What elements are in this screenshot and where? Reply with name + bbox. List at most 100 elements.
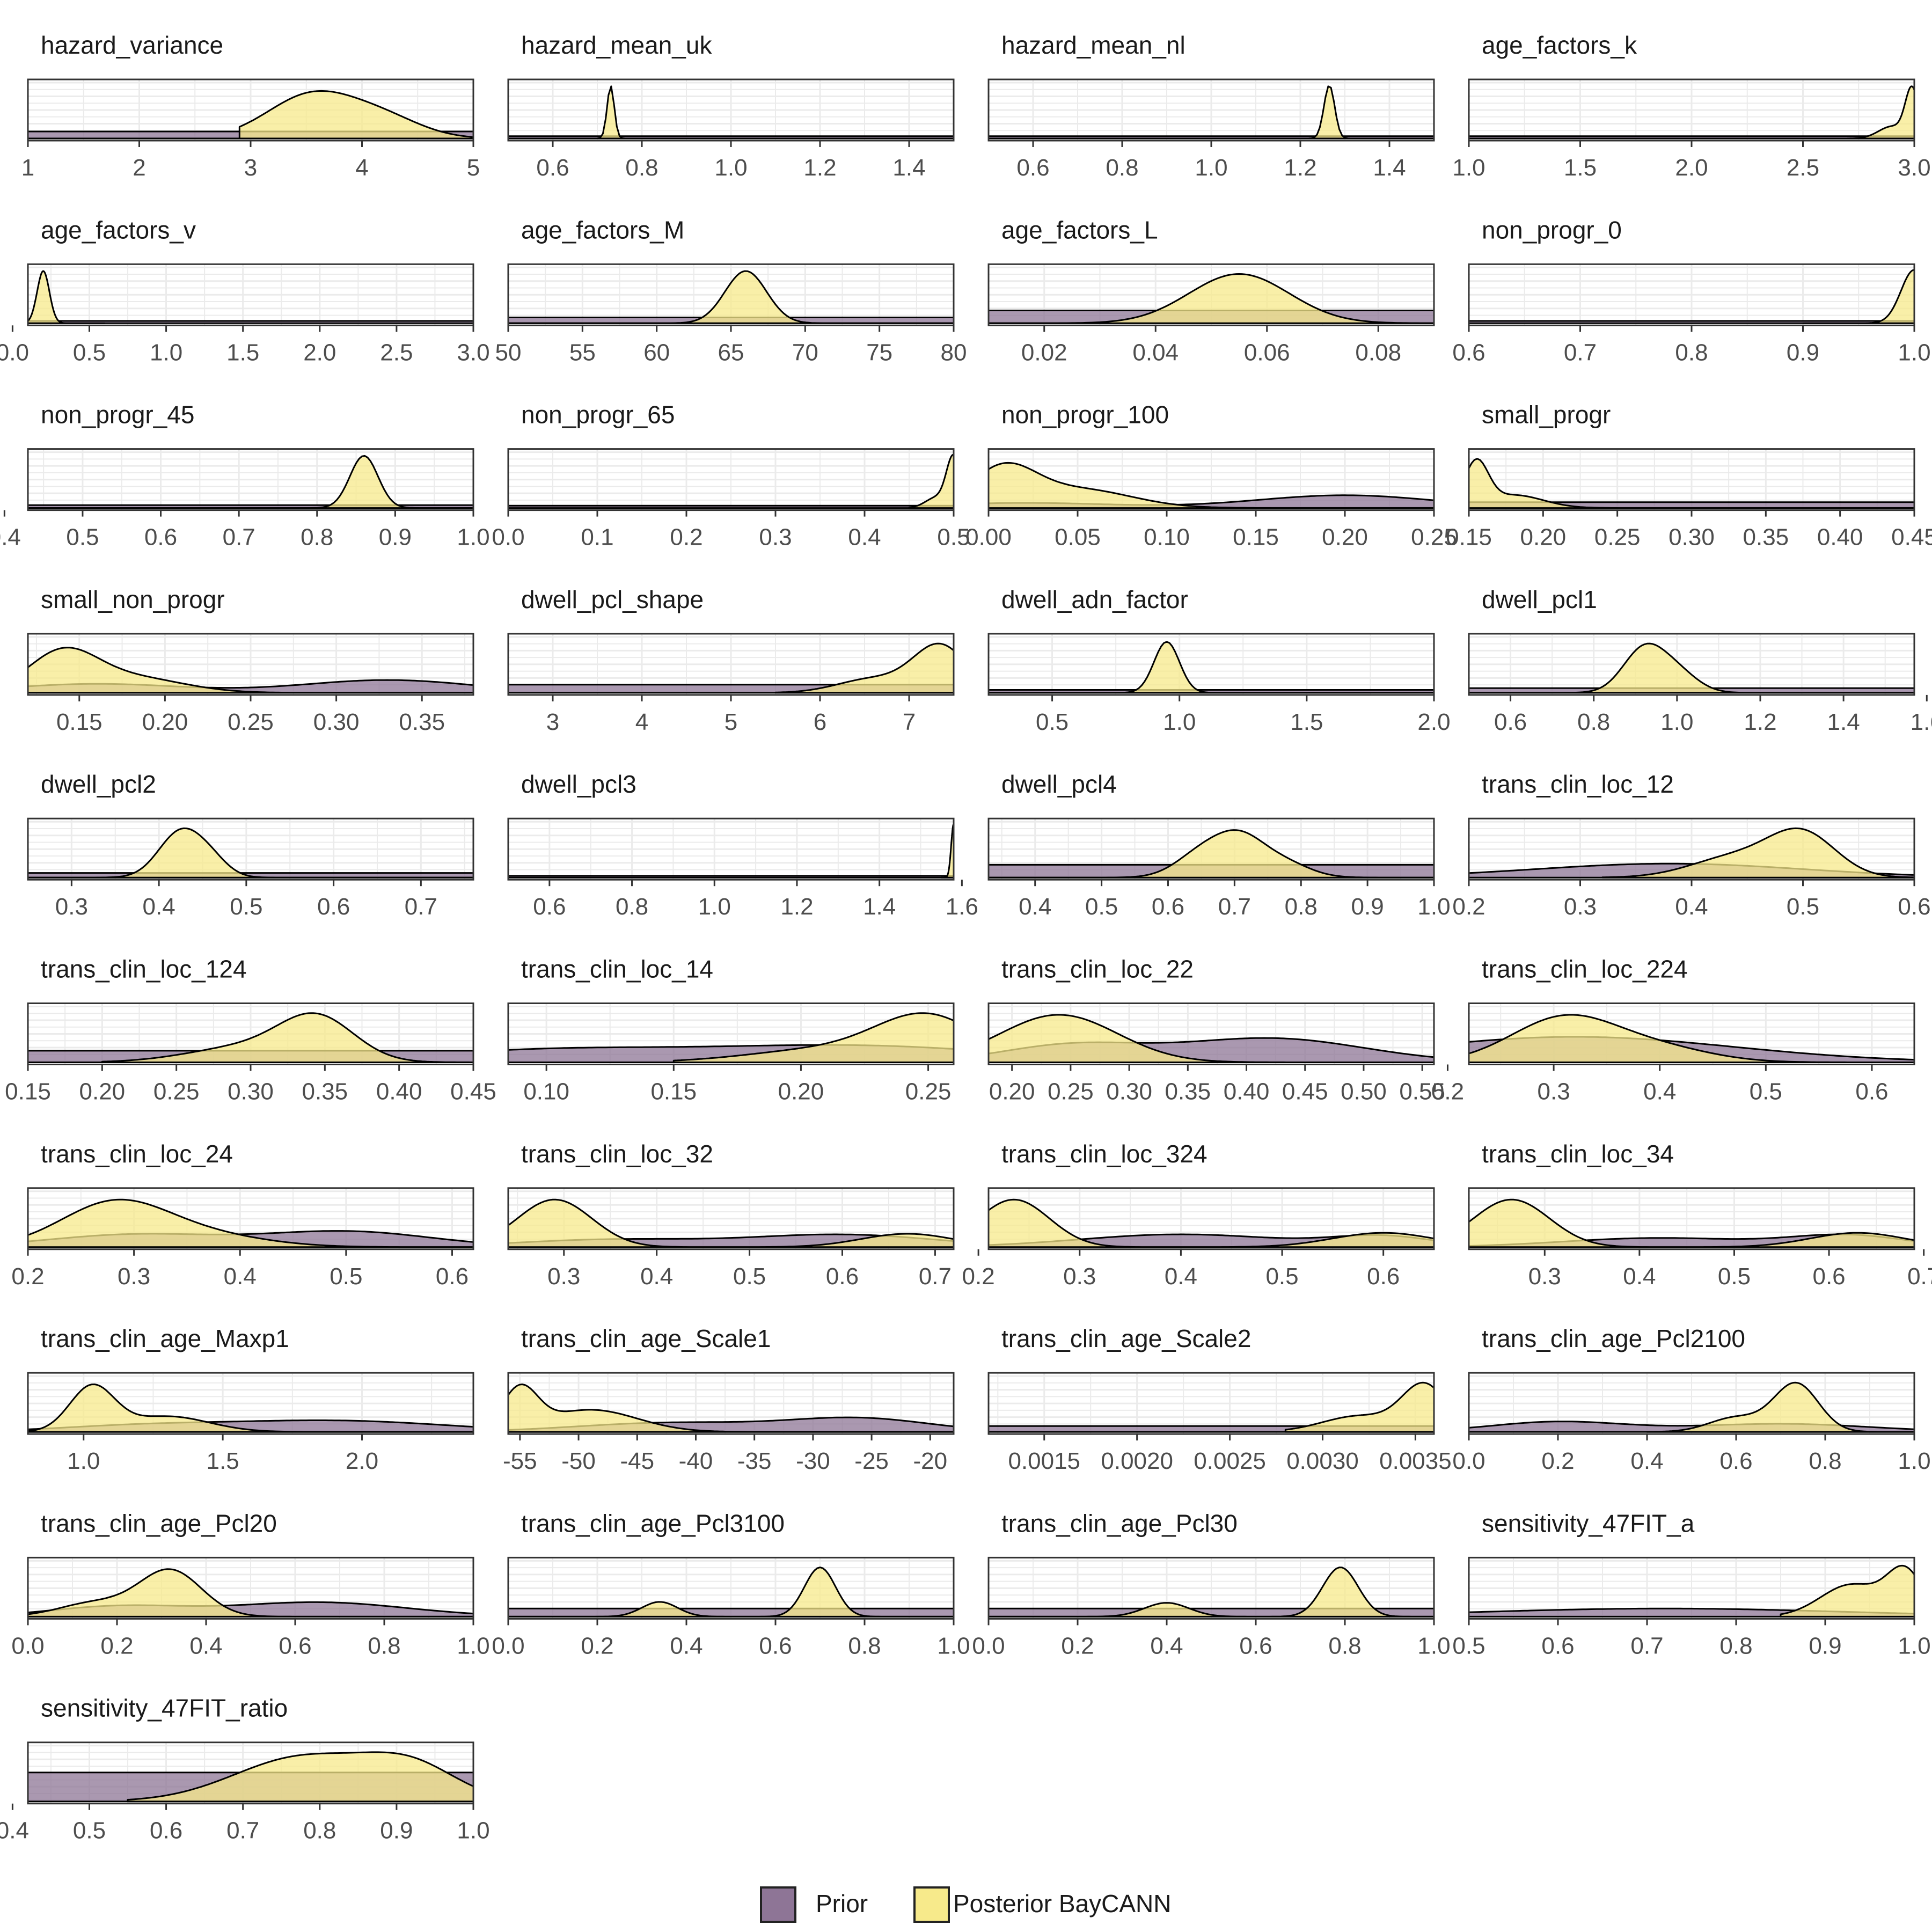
tick-label: 65 bbox=[718, 339, 744, 365]
tick-label: 60 bbox=[643, 339, 670, 365]
tick-label: 0.5 bbox=[1452, 1633, 1485, 1659]
tick-label: 0.20 bbox=[79, 1079, 126, 1105]
tick-label: 0.15 bbox=[650, 1079, 697, 1105]
tick-label: 0.7 bbox=[919, 1263, 952, 1290]
tick-label: 0.06 bbox=[1244, 339, 1290, 365]
posterior-density bbox=[27, 647, 474, 694]
tick-label: 0.6 bbox=[759, 1633, 792, 1659]
legend: Prior Posterior BayCANN bbox=[760, 1886, 1171, 1923]
tick-label: 0.6 bbox=[1898, 894, 1930, 920]
tick-label: 0.50 bbox=[1341, 1079, 1387, 1105]
tick-label: 1.0 bbox=[698, 894, 731, 920]
panel-title: trans_clin_loc_324 bbox=[1001, 1140, 1208, 1168]
facet-panel: hazard_mean_uk 0.6 0.8 1.0 1.2 1.4 bbox=[507, 31, 955, 181]
tick-label: 0.9 bbox=[1809, 1633, 1841, 1659]
panel-border bbox=[27, 448, 474, 511]
facet-panel: trans_clin_loc_32 0.3 0.4 0.5 0.6 0.7 bbox=[507, 1140, 955, 1290]
tick-label: 0.35 bbox=[302, 1079, 348, 1105]
tick-label: 0.6 bbox=[1719, 1448, 1752, 1474]
panel-title: small_progr bbox=[1482, 401, 1611, 429]
tick-label: 0.8 bbox=[1328, 1633, 1361, 1659]
tick-label: 0.3 bbox=[1538, 1079, 1570, 1105]
tick-label: 3.0 bbox=[1898, 155, 1930, 181]
facet-panel: sensitivity_47FIT_ratio 0.4 0.5 0.6 0.7 0.8 0.… bbox=[0, 1694, 490, 1844]
tick-label: 0.6 bbox=[1367, 1263, 1400, 1290]
tick-label: 0.02 bbox=[1021, 339, 1067, 365]
tick-label: 0.4 bbox=[0, 1818, 29, 1844]
panel-border bbox=[27, 1372, 474, 1435]
tick-label: 0.15 bbox=[1233, 524, 1279, 551]
tick-label: 0.2 bbox=[11, 1263, 44, 1290]
tick-label: 0.6 bbox=[1452, 339, 1485, 365]
tick-label: 1.2 bbox=[1284, 155, 1316, 181]
tick-label: 0.35 bbox=[1743, 524, 1789, 551]
tick-label: 1.5 bbox=[207, 1448, 239, 1474]
posterior-density bbox=[101, 1012, 474, 1063]
tick-label: 0.2 bbox=[1431, 1079, 1464, 1105]
facet-panel: dwell_pcl3 0.6 0.8 1.0 1.2 1.4 1.6 bbox=[507, 770, 978, 920]
panel-border bbox=[1468, 1372, 1915, 1435]
tick-label: -25 bbox=[854, 1448, 889, 1474]
tick-label: 1.5 bbox=[1564, 155, 1597, 181]
facet-panel: trans_clin_loc_24 0.2 0.3 0.4 0.5 0.6 bbox=[11, 1140, 474, 1290]
tick-label: 0.8 bbox=[1675, 339, 1708, 365]
tick-label: 0.3 bbox=[759, 524, 792, 551]
facet-panel: hazard_variance 1 2 3 4 5 bbox=[21, 31, 480, 181]
panel-title: sensitivity_47FIT_ratio bbox=[41, 1694, 288, 1722]
facet-panel: small_progr 0.15 0.20 0.25 0.30 0.35 0.40 0.45 bbox=[1446, 401, 1932, 551]
tick-label: 0.20 bbox=[1520, 524, 1567, 551]
tick-label: 0.15 bbox=[5, 1079, 51, 1105]
tick-label: 0.0 bbox=[492, 524, 524, 551]
panel-border bbox=[507, 448, 955, 511]
panel-title: non_progr_100 bbox=[1001, 401, 1169, 429]
panel-border bbox=[27, 817, 474, 881]
tick-label: 1.4 bbox=[1373, 155, 1406, 181]
panel-border bbox=[1468, 633, 1915, 696]
panel-border bbox=[987, 633, 1435, 696]
tick-label: 0.6 bbox=[1855, 1079, 1888, 1105]
tick-label: 2.0 bbox=[303, 339, 336, 365]
panel-title: trans_clin_loc_12 bbox=[1482, 770, 1674, 798]
tick-label: 0.9 bbox=[379, 524, 412, 551]
tick-label: 0.20 bbox=[1322, 524, 1368, 551]
tick-label: 50 bbox=[495, 339, 522, 365]
facet-panel: trans_clin_loc_22 0.20 0.25 0.30 0.35 0.40 0.4… bbox=[987, 955, 1445, 1105]
tick-label: 0.6 bbox=[1152, 894, 1184, 920]
tick-label: 5 bbox=[467, 155, 480, 181]
tick-label: 1.0 bbox=[1195, 155, 1227, 181]
tick-label: -30 bbox=[796, 1448, 830, 1474]
tick-label: 1.0 bbox=[1898, 1448, 1930, 1474]
panel-title: dwell_pcl_shape bbox=[521, 586, 704, 613]
facet-panel: trans_clin_age_Pcl3100 0.0 0.2 0.4 0.6 0.8 1.0 bbox=[492, 1509, 970, 1659]
prior-density bbox=[507, 1607, 955, 1618]
panel-border bbox=[1468, 1002, 1915, 1065]
tick-label: 0.4 bbox=[189, 1633, 222, 1659]
tick-label: 0.5 bbox=[73, 339, 106, 365]
tick-label: 0.20 bbox=[142, 709, 188, 735]
tick-label: 0.6 bbox=[536, 155, 569, 181]
panel-title: trans_clin_age_Maxp1 bbox=[41, 1324, 289, 1352]
legend-key-posterior bbox=[913, 1886, 950, 1923]
facet-panel: dwell_pcl4 0.4 0.5 0.6 0.7 0.8 0.9 1.0 bbox=[987, 770, 1451, 920]
tick-label: -50 bbox=[561, 1448, 596, 1474]
panel-title: trans_clin_loc_32 bbox=[521, 1140, 713, 1168]
tick-label: 0.0020 bbox=[1101, 1448, 1173, 1474]
panel-title: dwell_pcl2 bbox=[41, 770, 156, 798]
facet-panel: dwell_pcl_shape 3 4 5 6 7 bbox=[507, 586, 955, 735]
panel-title: hazard_mean_uk bbox=[521, 31, 712, 59]
tick-label: 0.20 bbox=[778, 1079, 824, 1105]
facet-panel: trans_clin_loc_14 0.10 0.15 0.20 0.25 bbox=[507, 955, 955, 1105]
tick-label: 1.0 bbox=[150, 339, 182, 365]
posterior-density bbox=[1847, 85, 1915, 140]
facet-panel: trans_clin_loc_34 0.3 0.4 0.5 0.6 0.7 bbox=[1468, 1140, 1932, 1290]
tick-label: 0.10 bbox=[1144, 524, 1190, 551]
posterior-density bbox=[987, 85, 1435, 140]
posterior-density bbox=[507, 270, 955, 324]
tick-label: 0.7 bbox=[1564, 339, 1597, 365]
panel-title: non_progr_0 bbox=[1482, 216, 1622, 244]
tick-label: 0.2 bbox=[1061, 1633, 1094, 1659]
posterior-density bbox=[1468, 1198, 1915, 1248]
tick-label: 0.4 bbox=[143, 894, 175, 920]
facet-panel: dwell_pcl1 0.6 0.8 1.0 1.2 1.4 1.6 bbox=[1468, 586, 1932, 735]
panel-title: trans_clin_loc_14 bbox=[521, 955, 713, 983]
